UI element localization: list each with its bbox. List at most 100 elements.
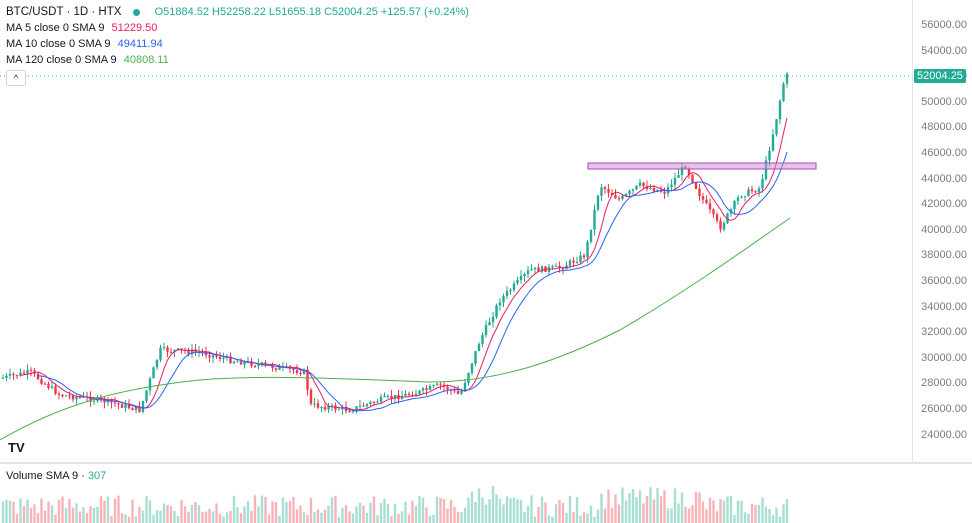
volume-bar bbox=[505, 496, 509, 523]
candle-body bbox=[271, 365, 274, 369]
volume-bar bbox=[229, 511, 232, 523]
candle-body bbox=[414, 393, 418, 397]
candle-body bbox=[75, 397, 78, 400]
volume-bar bbox=[323, 509, 327, 523]
price-chart-pane[interactable] bbox=[0, 0, 912, 462]
volume-bar bbox=[407, 514, 411, 523]
price-tick-label: 42000.00 bbox=[921, 198, 967, 211]
candle-body bbox=[5, 375, 8, 378]
chart-legend: BTC/USDT · 1D · HTX O51884.52 H52258.22 … bbox=[6, 4, 469, 68]
volume-bar bbox=[218, 513, 222, 523]
volume-bar bbox=[194, 502, 197, 523]
candle-body bbox=[61, 394, 64, 397]
volume-bar bbox=[243, 506, 246, 523]
candle-body bbox=[369, 402, 372, 405]
volume-bar bbox=[523, 511, 526, 523]
volume-bar bbox=[544, 502, 547, 523]
ma120-label[interactable]: MA 120 close 0 SMA 9 bbox=[6, 54, 117, 66]
candle-body bbox=[638, 182, 642, 186]
candle-body bbox=[187, 350, 190, 354]
volume-bar bbox=[71, 507, 75, 523]
volume-bar bbox=[379, 503, 383, 523]
candle-body bbox=[208, 355, 211, 358]
volume-bar bbox=[372, 496, 376, 523]
price-tick-label: 26000.00 bbox=[921, 403, 967, 415]
volume-bar bbox=[673, 488, 677, 523]
volume-bar bbox=[775, 507, 778, 523]
volume-bar bbox=[400, 511, 404, 523]
candle-body bbox=[68, 395, 71, 397]
candle-body bbox=[698, 188, 701, 197]
candle-body bbox=[561, 268, 565, 270]
price-tick-label: 24000.00 bbox=[921, 428, 967, 441]
candle-body bbox=[750, 189, 754, 192]
volume-bar bbox=[705, 509, 708, 523]
ma10-label[interactable]: MA 10 close 0 SMA 9 bbox=[6, 38, 111, 50]
candle-body bbox=[691, 174, 694, 183]
volume-bar bbox=[547, 515, 551, 523]
candle-body bbox=[365, 404, 369, 407]
volume-bar bbox=[715, 511, 719, 523]
candle-body bbox=[309, 389, 313, 404]
volume-label[interactable]: Volume SMA 9 bbox=[6, 470, 79, 482]
volume-bar bbox=[428, 515, 432, 523]
volume-bar bbox=[645, 495, 649, 523]
candle-body bbox=[386, 395, 390, 397]
volume-bar bbox=[558, 500, 561, 523]
collapse-legend-button[interactable]: ^ bbox=[6, 70, 26, 86]
volume-bar bbox=[460, 512, 463, 523]
volume-bar bbox=[341, 507, 344, 523]
volume-bar bbox=[761, 497, 764, 523]
resistance-zone[interactable] bbox=[587, 162, 817, 170]
candle-body bbox=[743, 196, 747, 198]
symbol-title[interactable]: BTC/USDT · 1D · HTX bbox=[6, 6, 122, 18]
volume-bar bbox=[439, 497, 442, 523]
candle-body bbox=[295, 370, 299, 374]
volume-bar bbox=[708, 497, 712, 523]
candle-body bbox=[330, 405, 334, 407]
ma5-label[interactable]: MA 5 close 0 SMA 9 bbox=[6, 22, 105, 34]
volume-bar bbox=[624, 500, 628, 523]
candle-body bbox=[568, 260, 572, 266]
volume-bar bbox=[404, 501, 407, 523]
pane-divider[interactable] bbox=[0, 462, 972, 464]
price-tick-label: 36000.00 bbox=[921, 275, 967, 287]
volume-bar bbox=[432, 514, 435, 523]
candle-body bbox=[495, 305, 498, 317]
volume-bar bbox=[309, 497, 313, 523]
candle-body bbox=[337, 409, 341, 411]
candle-body bbox=[607, 189, 610, 193]
candle-body bbox=[348, 411, 351, 413]
candle-body bbox=[89, 396, 92, 402]
volume-bar bbox=[320, 512, 323, 523]
volume-bar bbox=[78, 511, 82, 523]
volume-bar bbox=[197, 505, 201, 523]
volume-bar bbox=[442, 498, 446, 523]
candle-body bbox=[383, 396, 386, 398]
candle-body bbox=[327, 406, 330, 410]
candle-body bbox=[138, 406, 141, 412]
volume-bar bbox=[292, 496, 295, 523]
volume-bar bbox=[768, 508, 771, 523]
volume-bar bbox=[75, 503, 78, 523]
candle-body bbox=[778, 100, 782, 120]
price-tick-label: 54000.00 bbox=[921, 44, 967, 57]
volume-bar bbox=[740, 500, 743, 523]
volume-bar bbox=[337, 516, 341, 523]
candle-body bbox=[530, 269, 533, 271]
candle-body bbox=[362, 405, 365, 407]
candle-body bbox=[775, 119, 778, 135]
candle-body bbox=[656, 189, 659, 192]
candle-body bbox=[754, 191, 757, 193]
price-tick-label: 44000.00 bbox=[921, 172, 967, 185]
candle-body bbox=[439, 383, 442, 385]
candle-body bbox=[397, 395, 400, 400]
candle-body bbox=[190, 349, 194, 354]
tradingview-logo[interactable]: TV bbox=[8, 440, 25, 455]
candlestick-chart[interactable] bbox=[0, 0, 912, 462]
volume-bar bbox=[446, 508, 449, 523]
candle-body bbox=[474, 351, 477, 364]
volume-bar bbox=[313, 512, 316, 523]
ma120-value: 40808.11 bbox=[123, 54, 169, 66]
volume-pane[interactable] bbox=[0, 464, 972, 523]
